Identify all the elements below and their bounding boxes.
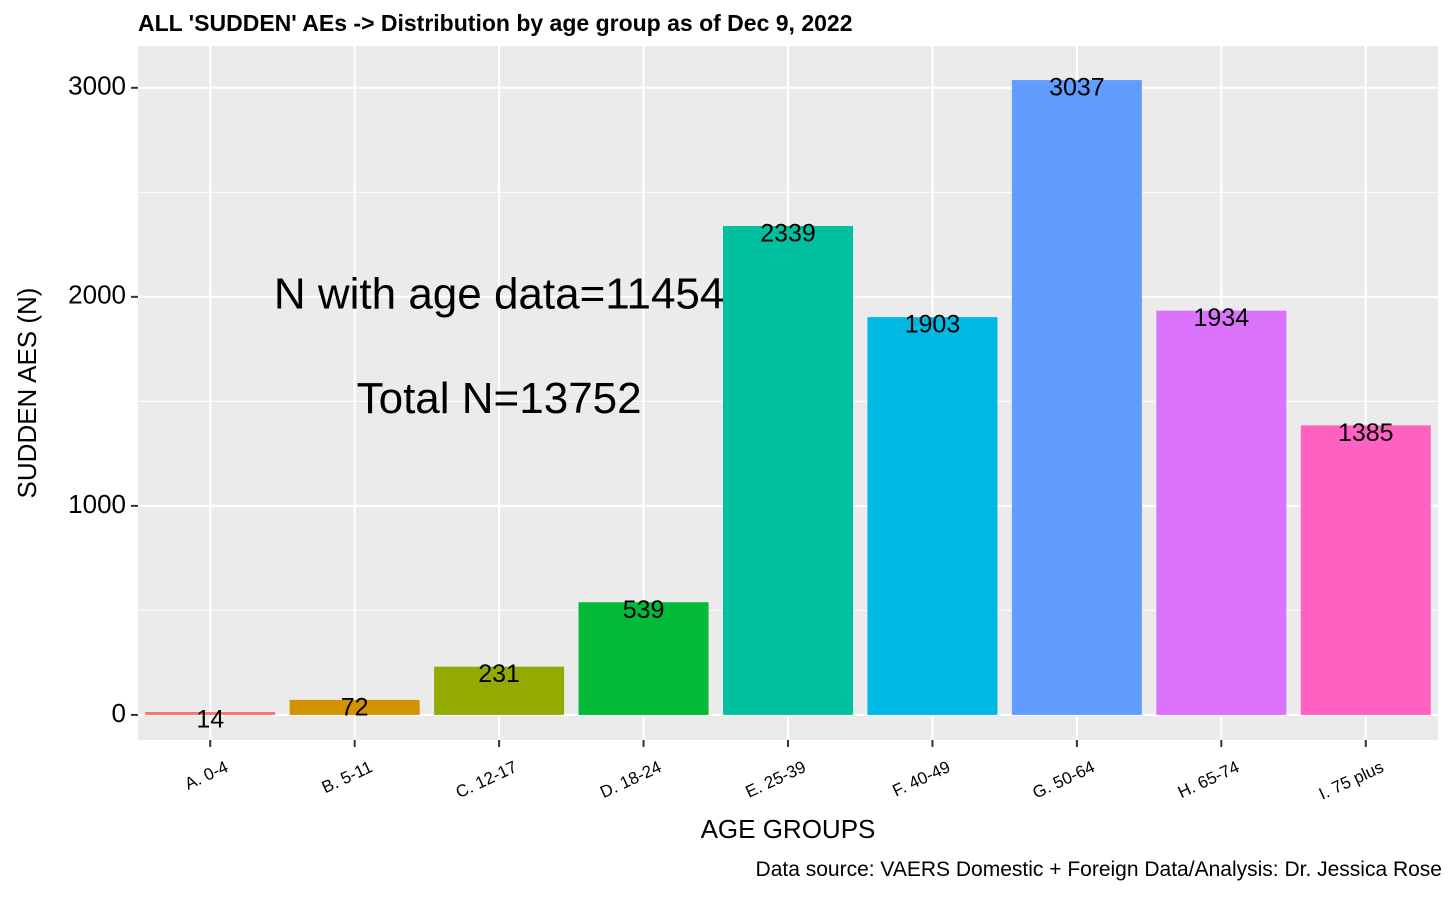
x-tick-label: C. 12-17 — [453, 757, 520, 802]
x-tick-label: B. 5-11 — [319, 757, 376, 797]
annotation-2: Total N=13752 — [357, 374, 642, 423]
y-tick-label: 0 — [112, 698, 126, 728]
bar-7 — [1011, 80, 1142, 715]
bar-value-label: 14 — [196, 706, 224, 734]
x-tick-label: F. 40-49 — [889, 757, 953, 800]
x-tick-label: H. 65-74 — [1175, 757, 1242, 802]
bars — [145, 80, 1431, 715]
x-tick-label: E. 25-39 — [742, 757, 808, 801]
bar-5 — [723, 225, 853, 715]
y-tick-label: 3000 — [68, 71, 126, 101]
chart-caption: Data source: VAERS Domestic + Foreign Da… — [755, 858, 1442, 881]
bar-value-label: 539 — [623, 596, 665, 624]
bar-3 — [434, 666, 565, 715]
annotation-1: N with age data=11454 — [274, 269, 725, 318]
bar-labels: 14 72 231 539 2339 1903 3037 1934 1385 — [196, 74, 1393, 734]
bar-value-label: 72 — [341, 693, 369, 721]
bar-9 — [1300, 425, 1431, 715]
chart-title: ALL 'SUDDEN' AEs -> Distribution by age … — [138, 10, 853, 36]
x-tick-label: A. 0-4 — [182, 757, 231, 793]
y-tick-label: 1000 — [68, 489, 126, 519]
x-axis-title: AGE GROUPS — [701, 814, 876, 844]
annotations: N with age data=11454 Total N=13752 — [274, 269, 725, 423]
bar-value-label: 231 — [478, 660, 520, 688]
bar-value-label: 1385 — [1338, 419, 1394, 447]
x-tick-label: G. 50-64 — [1030, 757, 1098, 802]
bar-4 — [578, 602, 709, 715]
bar-1 — [145, 711, 276, 715]
bar-value-label: 1903 — [905, 311, 961, 339]
bar-2 — [289, 699, 420, 715]
bar-value-label: 2339 — [760, 220, 816, 248]
bar-6 — [867, 317, 998, 715]
y-axis-title: SUDDEN AES (N) — [12, 288, 42, 499]
x-tick-label: D. 18-24 — [597, 757, 664, 802]
bar-value-label: 1934 — [1194, 304, 1250, 332]
x-axis: A. 0-4 B. 5-11 C. 12-17 D. 18-24 E. 25-39 F. … — [182, 740, 1387, 804]
bar-8 — [1156, 310, 1287, 715]
x-tick-label: I. 75 plus — [1316, 757, 1387, 803]
y-tick-label: 2000 — [68, 280, 126, 310]
y-axis: 0 1000 2000 3000 — [68, 71, 138, 728]
bar-value-label: 3037 — [1049, 74, 1105, 102]
